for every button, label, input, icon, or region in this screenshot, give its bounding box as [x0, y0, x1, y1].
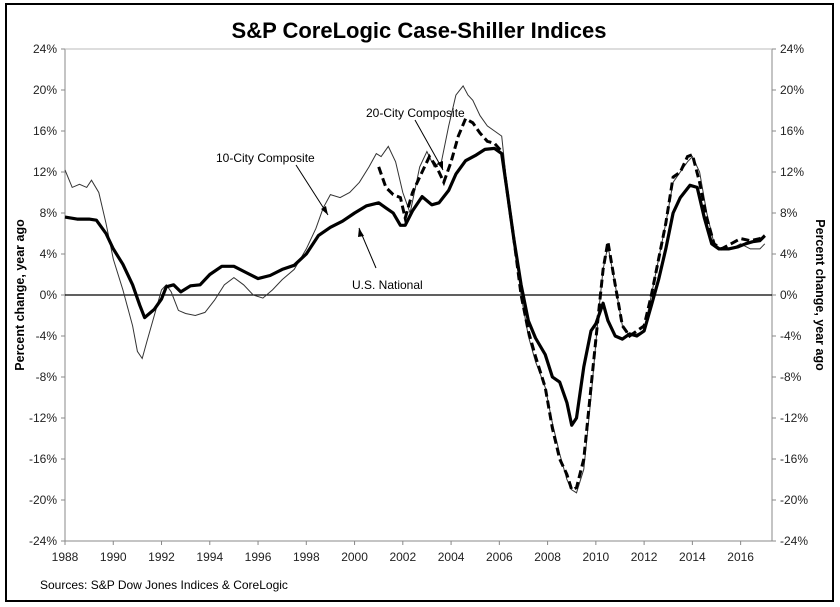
- annotation-us-national-arrowhead: [358, 228, 364, 237]
- y-tick-label-left: 8%: [40, 206, 58, 220]
- annotation-20-city: 20-City Composite: [366, 106, 465, 120]
- annotation-us-national: U.S. National: [352, 278, 423, 292]
- annotation-10-city-arrow: [295, 164, 329, 216]
- sources-note: Sources: S&P Dow Jones Indices & CoreLog…: [40, 578, 288, 592]
- y-tick-label-left: -8%: [36, 370, 58, 384]
- x-tick-label: 1998: [293, 550, 320, 564]
- annotation-20-city-arrow: [414, 119, 444, 171]
- y-tick-label-left: -16%: [29, 452, 57, 466]
- y-tick-label-right: -12%: [780, 411, 808, 425]
- y-tick-label-right: -8%: [780, 370, 802, 384]
- y-tick-label-left: 24%: [33, 42, 57, 56]
- annotation-10-city: 10-City Composite: [216, 151, 315, 165]
- x-tick-label: 2016: [727, 550, 754, 564]
- x-tick-label: 2010: [583, 550, 610, 564]
- y-tick-label-right: -24%: [780, 534, 808, 548]
- y-tick-label-left: 16%: [33, 124, 57, 138]
- y-tick-label-right: -20%: [780, 493, 808, 507]
- x-tick-label: 2000: [341, 550, 368, 564]
- y-tick-label-left: -20%: [29, 493, 57, 507]
- x-tick-label: 1994: [196, 550, 223, 564]
- y-tick-label-right: 16%: [780, 124, 804, 138]
- annotation-10-city-arrowhead: [321, 206, 328, 215]
- y-tick-label-left: -4%: [36, 329, 58, 343]
- x-tick-label: 2002: [389, 550, 416, 564]
- x-tick-label: 2014: [679, 550, 706, 564]
- y-axis-label-right: Percent change, year ago: [813, 219, 827, 371]
- y-tick-label-left: 12%: [33, 165, 57, 179]
- y-tick-label-right: 8%: [780, 206, 798, 220]
- y-tick-label-right: -16%: [780, 452, 808, 466]
- y-tick-label-right: 12%: [780, 165, 804, 179]
- x-axis-ticks: 1988 1990 1992 1994 1996 1998 2000 2002 2004 2006…: [52, 541, 754, 564]
- x-tick-label: 2012: [631, 550, 658, 564]
- chart-title: S&P CoreLogic Case-Shiller Indices: [232, 18, 607, 43]
- series-line-20-city-composite: [377, 116, 766, 492]
- y-tick-label-right: 4%: [780, 247, 798, 261]
- y-tick-label-left: 4%: [40, 247, 58, 261]
- y-tick-label-left: 20%: [33, 83, 57, 97]
- y-tick-label-left: -12%: [29, 411, 57, 425]
- chart-frame: [5, 3, 834, 602]
- x-tick-label: 2008: [534, 550, 561, 564]
- series-lines: [64, 84, 766, 494]
- x-tick-label: 1990: [100, 550, 127, 564]
- y-axis-right-ticks: 24% 20% 16% 12% 8% 4% 0% -4% -8% -12% -16% -20% -24%: [772, 42, 808, 548]
- x-tick-label: 1996: [245, 550, 272, 564]
- y-axis-label-left: Percent change, year ago: [13, 219, 27, 371]
- x-tick-label: 1992: [148, 550, 175, 564]
- y-tick-label-left: -24%: [29, 534, 57, 548]
- x-tick-label: 1988: [52, 550, 79, 564]
- annotation-20-city-arrowhead: [437, 161, 443, 170]
- y-tick-label-right: 24%: [780, 42, 804, 56]
- y-axis-left-ticks: 24% 20% 16% 12% 8% 4% 0% -4% -8% -12% -16% -20% -24%: [29, 42, 65, 548]
- series-line-u-s-national: [64, 146, 766, 427]
- y-tick-label-right: 0%: [780, 288, 798, 302]
- y-tick-label-right: 20%: [780, 83, 804, 97]
- x-tick-label: 2006: [486, 550, 513, 564]
- axes: [64, 48, 773, 542]
- x-tick-label: 2004: [438, 550, 465, 564]
- y-tick-label-left: 0%: [40, 288, 58, 302]
- y-tick-label-right: -4%: [780, 329, 802, 343]
